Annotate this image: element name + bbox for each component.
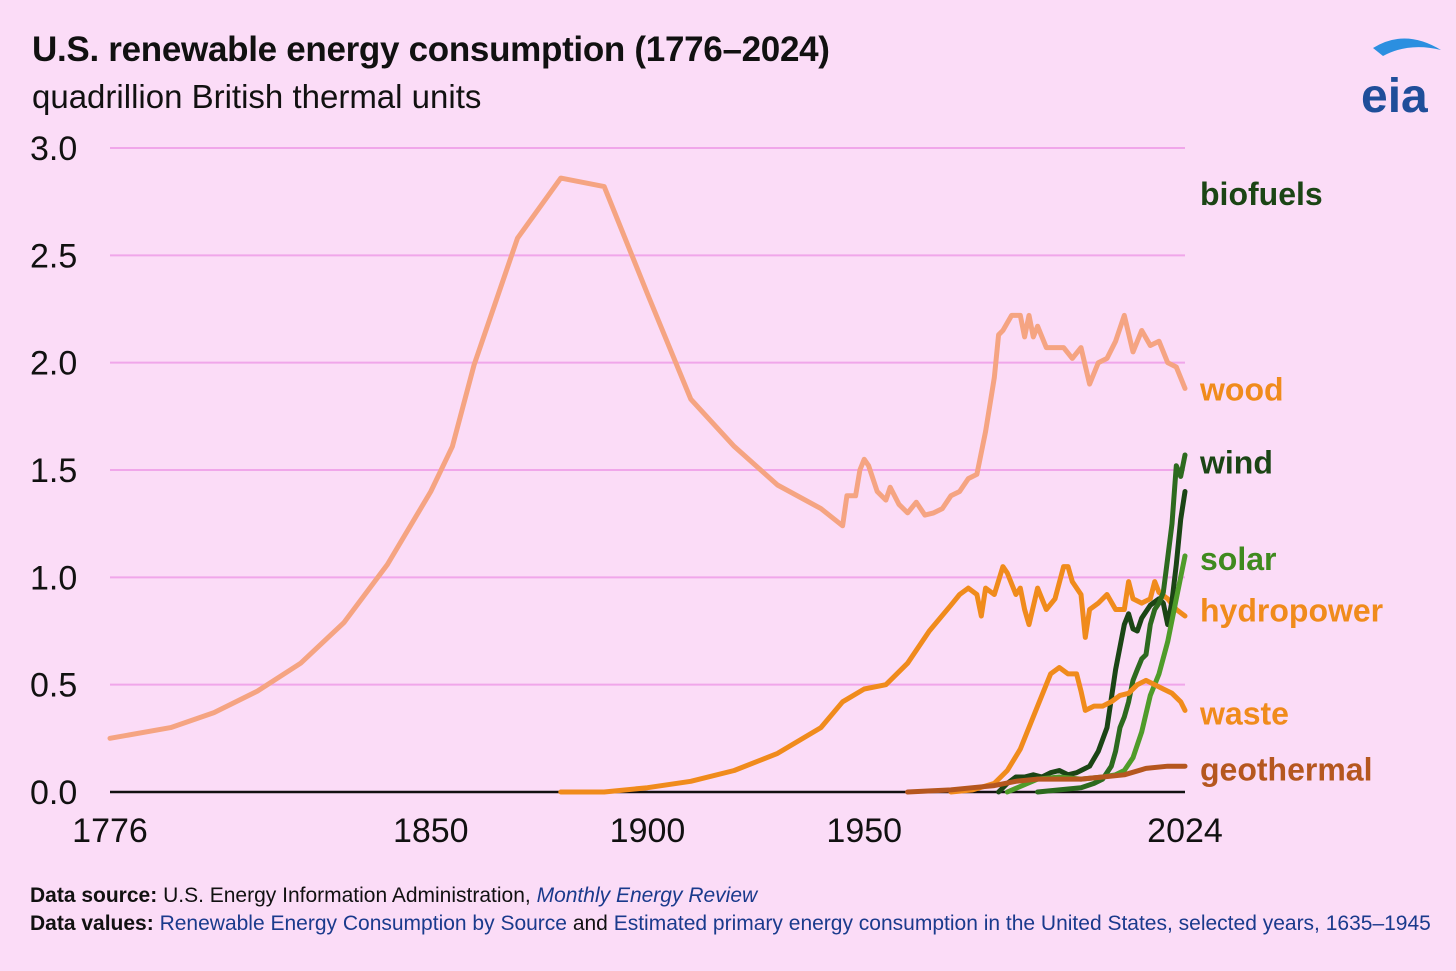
series-line-waste [948, 665, 1188, 795]
series-lines [107, 175, 1188, 795]
series-labels: wood hydropower biofuels wind solar waste geot… [1199, 176, 1383, 787]
series-line-geothermal [905, 763, 1188, 795]
data-values-label: Data values: [30, 912, 154, 935]
footer: Data source: U.S. Energy Information Adm… [30, 882, 1431, 938]
eia-logo-text: eia [1361, 70, 1428, 120]
data-source-publication-link[interactable]: Monthly Energy Review [536, 884, 758, 907]
series-label-biofuels: biofuels [1200, 176, 1323, 212]
gridlines [110, 147, 1185, 794]
series-label-waste: waste [1199, 696, 1289, 732]
x-axis: 1776 1850 1900 1950 2024 [72, 812, 1223, 850]
eia-logo-arc-icon [1373, 38, 1441, 56]
y-tick-label: 2.5 [30, 237, 77, 275]
x-tick-label: 1900 [610, 812, 686, 850]
series-label-wood: wood [1199, 371, 1284, 407]
data-values-link-1[interactable]: Renewable Energy Consumption by Source [159, 912, 567, 935]
data-values-link-2[interactable]: Estimated primary energy consumption in … [613, 912, 1431, 935]
series-label-solar: solar [1200, 541, 1276, 577]
eia-logo: eia [1361, 38, 1441, 120]
y-tick-label: 2.0 [30, 345, 77, 383]
data-values-line: Data values: Renewable Energy Consumptio… [30, 910, 1431, 938]
y-tick-label: 0.0 [30, 774, 77, 812]
series-label-geothermal: geothermal [1200, 751, 1372, 787]
series-label-wind: wind [1199, 444, 1273, 480]
chart-subtitle: quadrillion British thermal units [32, 78, 482, 115]
y-tick-label: 3.0 [30, 130, 77, 168]
chart-title: U.S. renewable energy consumption (1776–… [32, 30, 830, 69]
chart-area: 0.0 0.5 1.0 1.5 2.0 2.5 3.0 1776 1850 1900 1950 20… [30, 130, 1383, 850]
data-source-line: Data source: U.S. Energy Information Adm… [30, 882, 1431, 910]
series-line-wind [1035, 452, 1188, 795]
y-tick-label: 1.0 [30, 559, 77, 597]
y-tick-label: 1.5 [30, 452, 77, 490]
y-tick-label: 0.5 [30, 667, 77, 705]
x-tick-label: 1950 [826, 812, 902, 850]
data-source-text: U.S. Energy Information Administration, [163, 884, 531, 907]
data-source-label: Data source: [30, 884, 158, 907]
x-tick-label: 1850 [393, 812, 469, 850]
x-tick-label: 2024 [1147, 812, 1223, 850]
y-axis: 0.0 0.5 1.0 1.5 2.0 2.5 3.0 [30, 130, 77, 812]
data-values-and: and [572, 912, 608, 935]
series-line-wood [107, 175, 1188, 741]
series-line-biofuels [996, 489, 1188, 795]
series-label-hydropower: hydropower [1200, 593, 1383, 629]
series-line-hydropower [558, 564, 1188, 795]
x-tick-label: 1776 [72, 812, 148, 850]
